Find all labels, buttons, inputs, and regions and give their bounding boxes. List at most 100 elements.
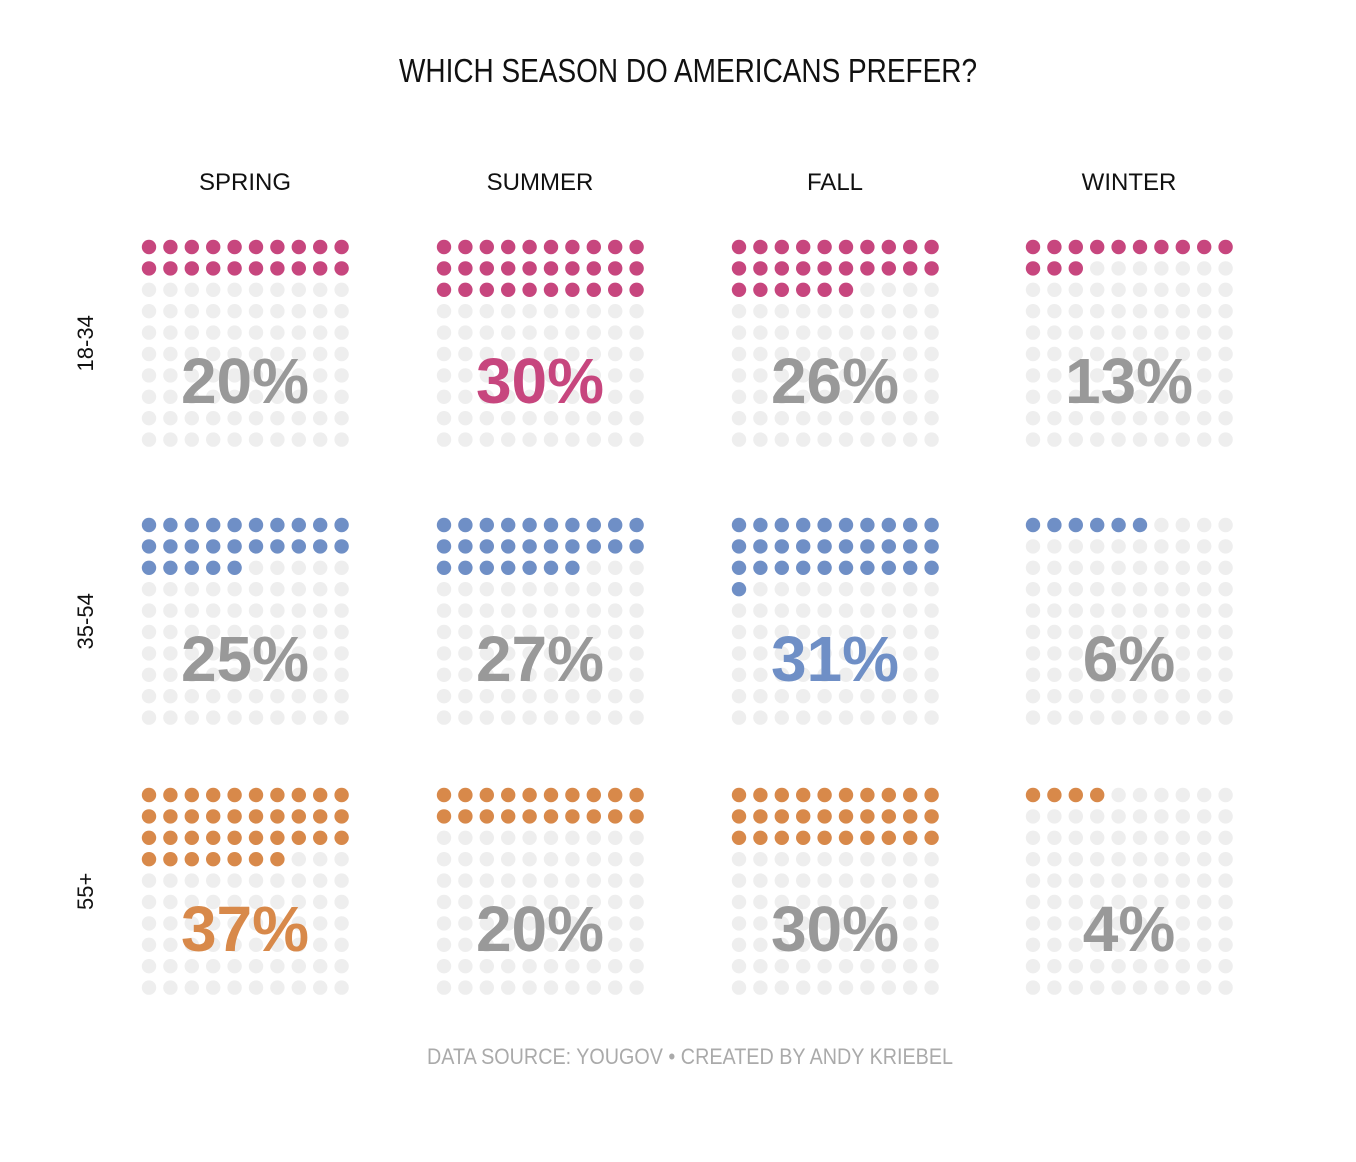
empty-dot bbox=[903, 937, 918, 952]
empty-dot bbox=[1025, 411, 1041, 426]
empty-dot bbox=[1154, 980, 1169, 995]
empty-dot bbox=[227, 894, 242, 910]
filled-dot bbox=[270, 517, 285, 533]
empty-dot bbox=[479, 916, 494, 931]
empty-dot bbox=[313, 959, 328, 974]
empty-dot bbox=[1132, 304, 1148, 319]
empty-dot bbox=[1175, 959, 1191, 974]
empty-dot bbox=[565, 689, 580, 704]
filled-dot bbox=[860, 239, 875, 255]
empty-dot bbox=[184, 432, 199, 447]
empty-dot bbox=[586, 646, 601, 661]
empty-dot bbox=[608, 937, 623, 952]
filled-dot bbox=[608, 809, 623, 824]
empty-dot bbox=[501, 368, 516, 383]
empty-dot bbox=[1025, 852, 1041, 867]
empty-dot bbox=[1218, 873, 1233, 888]
filled-dot bbox=[1068, 239, 1084, 255]
filled-dot bbox=[774, 239, 789, 255]
empty-dot bbox=[1132, 539, 1148, 554]
empty-dot bbox=[586, 667, 601, 682]
empty-dot bbox=[436, 624, 452, 640]
filled-dot bbox=[774, 787, 789, 803]
empty-dot bbox=[501, 346, 516, 362]
empty-dot bbox=[817, 411, 832, 426]
empty-dot bbox=[270, 304, 285, 319]
empty-dot bbox=[817, 432, 832, 447]
empty-dot bbox=[1132, 959, 1148, 974]
empty-dot bbox=[1132, 389, 1148, 404]
filled-dot bbox=[1154, 239, 1169, 255]
empty-dot bbox=[565, 873, 580, 888]
empty-dot bbox=[1090, 959, 1105, 974]
filled-dot bbox=[206, 852, 221, 867]
filled-dot bbox=[184, 852, 199, 867]
empty-dot bbox=[479, 346, 494, 362]
filled-dot bbox=[141, 560, 157, 575]
empty-dot bbox=[774, 389, 789, 404]
empty-dot bbox=[501, 325, 516, 340]
empty-dot bbox=[924, 959, 939, 974]
empty-dot bbox=[184, 603, 199, 618]
filled-dot bbox=[924, 560, 939, 575]
filled-dot bbox=[522, 239, 537, 255]
empty-dot bbox=[458, 980, 473, 995]
empty-dot bbox=[141, 325, 157, 340]
empty-dot bbox=[1068, 582, 1084, 597]
empty-dot bbox=[1025, 432, 1041, 447]
filled-dot bbox=[206, 239, 221, 255]
empty-dot bbox=[291, 560, 306, 575]
empty-dot bbox=[291, 346, 306, 362]
empty-dot bbox=[141, 368, 157, 383]
column-label-fall: FALL bbox=[807, 169, 863, 196]
empty-dot bbox=[608, 959, 623, 974]
filled-dot bbox=[796, 517, 811, 533]
empty-dot bbox=[1218, 937, 1233, 952]
empty-dot bbox=[479, 937, 494, 952]
empty-dot bbox=[1154, 710, 1169, 725]
filled-dot bbox=[141, 539, 157, 554]
empty-dot bbox=[313, 582, 328, 597]
empty-dot bbox=[1111, 980, 1126, 995]
empty-dot bbox=[1111, 916, 1126, 931]
empty-dot bbox=[163, 346, 178, 362]
empty-dot bbox=[522, 667, 537, 682]
empty-dot bbox=[458, 830, 473, 845]
filled-dot bbox=[458, 282, 473, 297]
filled-dot bbox=[796, 282, 811, 297]
empty-dot bbox=[1025, 582, 1041, 597]
empty-dot bbox=[163, 646, 178, 661]
empty-dot bbox=[270, 325, 285, 340]
filled-dot bbox=[543, 809, 559, 824]
empty-dot bbox=[838, 304, 854, 319]
filled-dot bbox=[1132, 517, 1148, 533]
empty-dot bbox=[479, 852, 494, 867]
empty-dot bbox=[479, 830, 494, 845]
column-label-spring: SPRING bbox=[199, 169, 291, 196]
filled-dot bbox=[817, 560, 832, 575]
empty-dot bbox=[796, 603, 811, 618]
empty-dot bbox=[206, 959, 221, 974]
filled-dot bbox=[141, 239, 157, 255]
empty-dot bbox=[291, 916, 306, 931]
filled-dot bbox=[817, 539, 832, 554]
filled-dot bbox=[565, 787, 580, 803]
empty-dot bbox=[629, 603, 644, 618]
empty-dot bbox=[565, 710, 580, 725]
empty-dot bbox=[860, 667, 875, 682]
filled-dot bbox=[608, 282, 623, 297]
filled-dot bbox=[1175, 239, 1191, 255]
empty-dot bbox=[838, 582, 854, 597]
empty-dot bbox=[141, 667, 157, 682]
filled-dot bbox=[796, 261, 811, 276]
empty-dot bbox=[479, 894, 494, 910]
empty-dot bbox=[1154, 282, 1169, 297]
empty-dot bbox=[248, 667, 264, 682]
empty-dot bbox=[774, 411, 789, 426]
empty-dot bbox=[774, 894, 789, 910]
empty-dot bbox=[629, 304, 644, 319]
empty-dot bbox=[1154, 603, 1169, 618]
empty-dot bbox=[436, 368, 452, 383]
empty-dot bbox=[838, 873, 854, 888]
empty-dot bbox=[458, 603, 473, 618]
